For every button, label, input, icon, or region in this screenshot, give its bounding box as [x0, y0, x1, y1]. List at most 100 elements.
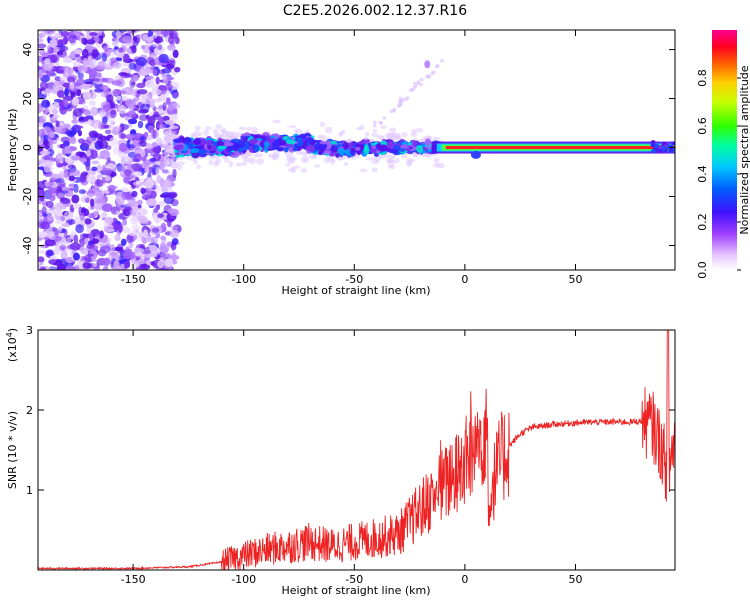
spectral-blob — [91, 77, 101, 82]
spectral-blob — [312, 139, 321, 143]
spectral-blob — [386, 140, 395, 149]
spectral-blob — [81, 139, 92, 147]
spectral-blob — [69, 50, 78, 59]
spectral-blob — [72, 203, 82, 210]
spectral-blob — [169, 30, 179, 33]
spectral-blob — [389, 164, 396, 170]
spectrogram-frame — [37, 29, 676, 271]
spectral-blob — [106, 94, 114, 103]
spectral-blob — [114, 234, 121, 242]
spectral-blob — [410, 133, 418, 137]
spectral-blob — [143, 178, 154, 189]
spectral-blob — [186, 148, 191, 155]
spectral-blob — [42, 62, 54, 71]
spectral-blob — [135, 266, 145, 270]
spectral-blob — [395, 133, 402, 138]
spectral-blob — [87, 193, 94, 199]
spectral-blob — [287, 168, 296, 172]
spectral-blob — [150, 45, 155, 52]
spectral-blob — [235, 162, 244, 167]
spectral-blob — [152, 129, 157, 139]
spectral-blob — [108, 184, 116, 194]
spectral-blob — [190, 148, 200, 154]
spectral-blob — [173, 145, 182, 151]
spectral-blob — [164, 83, 173, 91]
spectral-blob — [149, 100, 155, 109]
spectral-blob — [112, 61, 122, 69]
spectral-blob — [144, 79, 155, 89]
spectral-blob — [49, 195, 56, 202]
spectral-blob — [46, 250, 54, 257]
spectral-blob — [325, 126, 333, 134]
spectral-blob — [68, 175, 76, 182]
spectral-blob — [89, 198, 95, 208]
snr-y-ticks: 1 2 3 — [26, 324, 675, 497]
spectral-blob — [115, 95, 122, 101]
spectral-blob — [69, 81, 75, 90]
spectrogram-panel: -150 -100 -50 0 50 -40 -20 0 20 40 Height of str… — [6, 29, 676, 297]
spectral-blob — [668, 148, 674, 153]
spectral-blob — [122, 219, 128, 226]
spectral-blob — [294, 135, 302, 139]
spectral-blob — [111, 80, 123, 86]
spectral-blob — [89, 149, 98, 160]
spectral-blob — [238, 147, 243, 153]
spectral-blob — [87, 55, 93, 65]
spectral-blob — [142, 33, 149, 40]
spectral-blob — [121, 192, 128, 200]
spectral-blob — [150, 261, 155, 266]
spectral-blob — [38, 55, 44, 63]
spectral-blob — [372, 128, 378, 133]
spectral-blob — [436, 162, 445, 169]
spectral-blob — [118, 47, 124, 53]
spectral-blob — [380, 125, 387, 129]
spectral-blob — [190, 133, 196, 137]
spectral-blob — [138, 114, 149, 122]
spectral-blob — [113, 223, 120, 231]
spectral-blob — [155, 76, 160, 85]
colorbar-tick-label: 0.2 — [696, 213, 709, 231]
spectral-blob — [145, 168, 150, 173]
spectral-blob — [128, 118, 138, 125]
spectral-blob — [85, 197, 90, 204]
spectral-blob — [128, 62, 137, 70]
spectral-blob — [149, 30, 160, 33]
spectral-blob — [169, 125, 179, 130]
spectral-blob — [102, 45, 110, 53]
x-tick-label: 0 — [461, 573, 468, 586]
spectral-blob — [300, 156, 308, 164]
spectral-blob — [194, 125, 201, 131]
spectral-blob — [361, 138, 371, 143]
spectral-blob — [152, 146, 161, 154]
spectral-blob — [38, 180, 46, 191]
spectral-blob — [143, 131, 149, 138]
spectral-blob — [415, 128, 424, 133]
spectral-blob — [323, 150, 331, 155]
spectral-blob — [412, 140, 417, 148]
spectral-blob — [650, 143, 656, 148]
spectral-blob — [153, 98, 162, 103]
spectral-blob — [305, 137, 314, 143]
spectral-blob — [98, 139, 109, 149]
spectral-blob — [342, 142, 349, 151]
spectral-blob — [172, 138, 182, 143]
spectral-blob — [66, 76, 76, 84]
spectral-blob — [57, 45, 69, 52]
spectral-blob — [146, 198, 157, 207]
spectral-blob — [401, 132, 408, 138]
spectral-blob — [41, 206, 47, 215]
spectral-blob — [109, 109, 117, 119]
spectral-blob — [319, 141, 327, 145]
spectral-blob — [135, 252, 144, 257]
spectral-blob — [123, 155, 130, 163]
spectral-blob — [151, 88, 162, 96]
spectral-blob — [104, 129, 112, 135]
y-tick-label: 20 — [21, 92, 34, 106]
spectral-blob — [88, 100, 96, 107]
spectral-blob — [51, 115, 58, 121]
spectral-blob — [126, 234, 134, 244]
spectral-blob — [294, 165, 301, 169]
spectral-blob — [137, 108, 149, 115]
spectral-blob — [372, 123, 377, 128]
spectral-blob — [112, 30, 117, 31]
